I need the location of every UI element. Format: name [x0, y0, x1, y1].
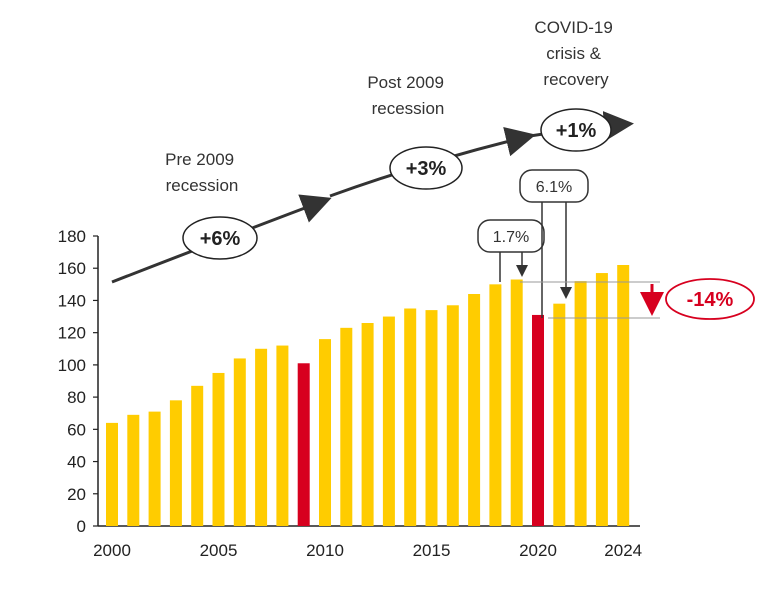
- y-axis-ticks: 0 20 40 60 80 100 120 140 160 180: [58, 227, 98, 536]
- bar-2007: [255, 348, 268, 526]
- bar-2022: [574, 281, 587, 526]
- bar-2024: [617, 265, 630, 526]
- x-tick-label: 2024: [604, 541, 642, 560]
- y-tick-label: 20: [67, 485, 86, 504]
- drop-value: -14%: [687, 289, 734, 311]
- callout-text-2019: 1.7%: [493, 229, 529, 246]
- bar-2002: [148, 411, 161, 526]
- y-tick-label: 80: [67, 388, 86, 407]
- bar-2004: [191, 385, 204, 526]
- bar-2001: [127, 414, 140, 526]
- bar-2005: [212, 372, 225, 526]
- x-tick-label: 2000: [93, 541, 131, 560]
- bar-2016: [446, 305, 459, 526]
- y-tick-label: 40: [67, 453, 86, 472]
- y-tick-label: 60: [67, 420, 86, 439]
- x-tick-label: 2010: [306, 541, 344, 560]
- growth-bubble-pre-2009: +6%: [182, 216, 258, 260]
- bar-2014: [404, 308, 417, 526]
- y-tick-label: 180: [58, 227, 86, 246]
- bar-2010: [319, 339, 331, 526]
- growth-bubble-covid: +1%: [540, 108, 612, 152]
- growth-value-post-2009: +3%: [406, 158, 447, 180]
- callout-2020: 6.1%: [519, 169, 589, 318]
- bar-2003: [169, 400, 182, 526]
- y-tick-label: 100: [58, 356, 86, 375]
- bar-2008: [276, 345, 289, 526]
- phase-label-pre-2009: Pre 2009 recession: [165, 150, 239, 195]
- x-tick-label: 2020: [519, 541, 557, 560]
- bar-2017: [468, 294, 481, 526]
- bar-2015: [425, 310, 438, 526]
- x-tick-label: 2005: [200, 541, 238, 560]
- growth-value-covid: +1%: [556, 120, 597, 142]
- y-tick-label: 140: [58, 291, 86, 310]
- x-tick-label: 2015: [413, 541, 451, 560]
- y-tick-label: 160: [58, 259, 86, 278]
- bar-2023: [595, 273, 608, 526]
- growth-value-pre-2009: +6%: [200, 228, 241, 250]
- bar-2012: [361, 323, 374, 526]
- phase-label-covid: COVID-19 crisis & recovery: [534, 18, 617, 89]
- phase-label-post-2009: Post 2009 recession: [367, 73, 448, 118]
- bar-2000: [106, 422, 118, 526]
- bar-2020: [532, 314, 544, 526]
- growth-bubble-post-2009: +3%: [389, 146, 463, 190]
- bar-2018: [489, 284, 502, 526]
- bar-2009: [297, 363, 310, 526]
- bar-2013: [382, 316, 395, 526]
- bar-2021: [553, 303, 566, 526]
- bar-2019: [510, 279, 523, 526]
- x-axis-ticks: 2000 2005 2010 2015 2020 2024: [93, 541, 642, 560]
- callout-text-2020: 6.1%: [536, 179, 572, 196]
- callout-2019: 1.7%: [477, 219, 545, 282]
- bars: [106, 265, 630, 526]
- y-tick-label: 0: [77, 517, 86, 536]
- drop-indicator: -14%: [520, 278, 755, 320]
- bar-2011: [340, 327, 353, 526]
- growth-trend: [111, 111, 634, 284]
- y-tick-label: 120: [58, 324, 86, 343]
- bar-2006: [233, 358, 246, 526]
